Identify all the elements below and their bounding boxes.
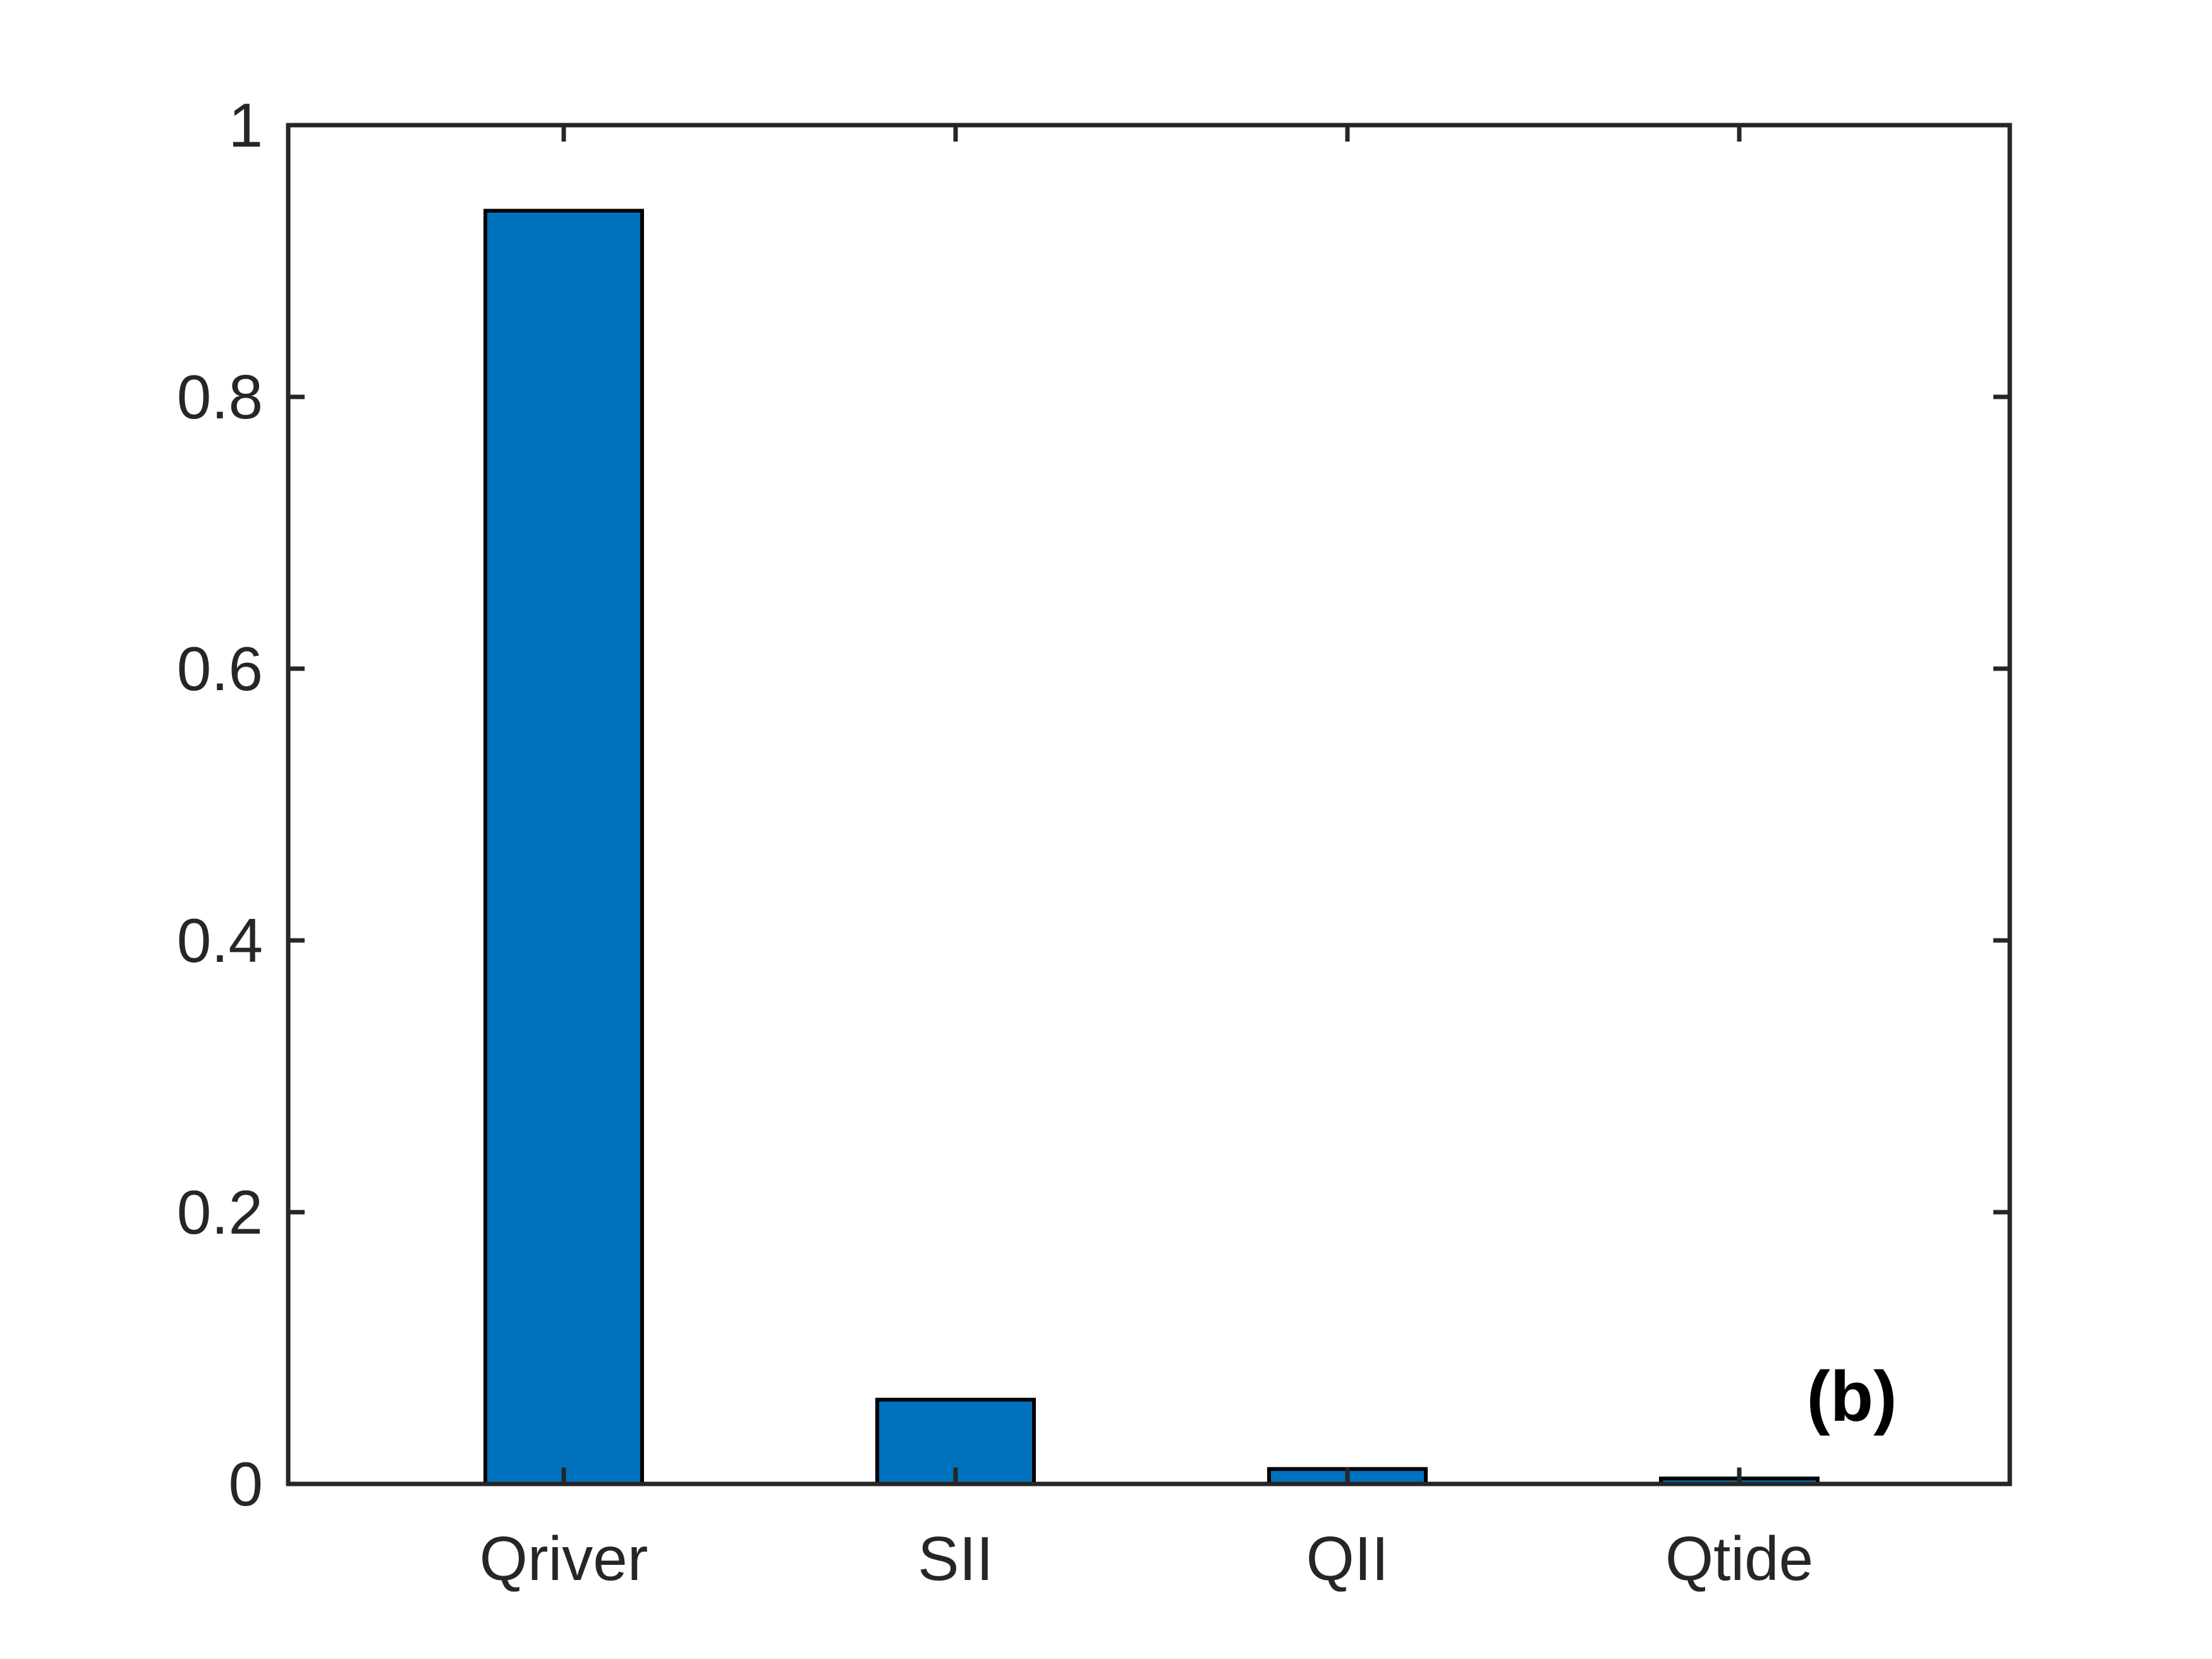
x-tick-label: QII (1306, 1524, 1389, 1593)
y-tick-label: 1 (228, 90, 263, 160)
x-tick-label: Qriver (480, 1524, 648, 1593)
panel-label: (b) (1806, 1357, 1897, 1436)
x-tick-label: SII (918, 1524, 994, 1593)
axes-box (286, 123, 2012, 1486)
x-tick-label: Qtide (1665, 1524, 1813, 1593)
bar-qriver (483, 209, 644, 1486)
y-tick-label: 0.8 (177, 362, 263, 432)
y-tick-labels: 0 0.2 0.4 0.6 0.8 1 (177, 90, 263, 1519)
y-tick-label: 0.2 (177, 1177, 263, 1247)
y-tick-label: 0.6 (177, 634, 263, 703)
bars-group (483, 209, 1820, 1486)
y-tick-label: 0.4 (177, 906, 263, 975)
x-tick-labels: Qriver SII QII Qtide (480, 1524, 1814, 1593)
y-tick-label: 0 (228, 1449, 263, 1519)
